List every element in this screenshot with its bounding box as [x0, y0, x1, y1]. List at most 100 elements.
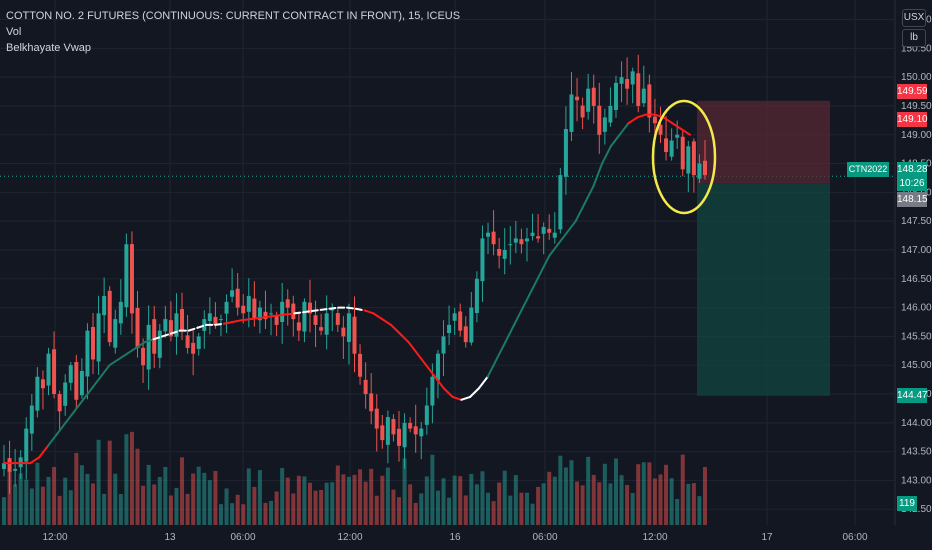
- candle-body: [191, 342, 196, 354]
- candle-body: [129, 244, 134, 314]
- volume-bar: [174, 487, 179, 525]
- candle-body: [185, 335, 190, 348]
- volume-bar: [563, 467, 568, 525]
- candle-body: [530, 232, 535, 236]
- vwap-segment: [398, 332, 410, 344]
- candle-body: [341, 327, 346, 337]
- candle-body: [652, 116, 657, 124]
- volume-bar: [463, 495, 468, 525]
- volume-bar: [547, 471, 552, 525]
- vwap-segment: [258, 315, 269, 319]
- vwap-segment: [90, 375, 102, 390]
- volume-bar: [513, 475, 518, 525]
- vwap-segment: [609, 133, 621, 148]
- volume-bar: [630, 492, 635, 525]
- volume-bar: [218, 504, 223, 525]
- candle-body: [124, 244, 129, 308]
- candle-body: [363, 379, 368, 395]
- candle-body: [563, 128, 568, 177]
- volume-bar: [636, 464, 641, 525]
- volume-bar: [524, 492, 529, 525]
- volume-bar: [269, 500, 274, 525]
- vwap-segment: [407, 341, 419, 355]
- candle-body: [374, 408, 379, 429]
- candle-body: [497, 248, 502, 256]
- candle-body: [513, 238, 518, 243]
- y-tick-label: 145.50: [901, 331, 932, 342]
- candle-body: [430, 376, 435, 406]
- candle-body: [146, 324, 151, 370]
- vwap-segment: [346, 306, 357, 310]
- candle-body: [85, 330, 90, 377]
- volume-bar: [691, 483, 696, 525]
- volume-bar: [291, 493, 296, 525]
- candle-body: [486, 232, 491, 237]
- candle-body: [358, 353, 363, 377]
- candle-body: [552, 232, 557, 238]
- vwap-segment: [504, 323, 516, 344]
- candle-body: [419, 428, 424, 437]
- volume-bar: [319, 489, 324, 525]
- candle-body: [180, 308, 185, 331]
- candle-body: [625, 79, 630, 89]
- unit-button[interactable]: lb: [902, 29, 926, 47]
- candle-body: [541, 226, 546, 234]
- currency-button[interactable]: USX: [902, 9, 926, 27]
- candle-body: [647, 84, 652, 118]
- volume-bar: [146, 464, 151, 525]
- y-tick-label: 149.00: [901, 130, 932, 141]
- candle-body: [703, 160, 707, 176]
- candle-body: [302, 301, 307, 332]
- volume-bar: [152, 484, 157, 525]
- volume-bar: [647, 462, 652, 525]
- vwap-segment: [64, 410, 76, 424]
- volume-bar: [180, 457, 185, 525]
- candle-body: [118, 301, 123, 324]
- volume-bar: [296, 475, 301, 525]
- volume-bar: [602, 463, 607, 525]
- vwap-segment: [433, 375, 445, 390]
- candle-body: [502, 249, 507, 259]
- last-price-tag: 148.28: [897, 162, 928, 177]
- vwap-segment: [425, 364, 436, 378]
- candle-body: [113, 319, 118, 348]
- candle-body: [91, 327, 96, 360]
- volume-bar: [302, 476, 307, 525]
- vwap-segment: [143, 338, 155, 344]
- candle-body: [174, 313, 179, 337]
- vwap-segment: [530, 272, 542, 292]
- volume-bar: [608, 483, 613, 525]
- vwap-segment: [249, 316, 261, 321]
- volume-bar: [491, 501, 496, 525]
- volume-bar: [191, 473, 196, 525]
- x-tick-label: 16: [449, 532, 461, 543]
- volume-bar: [252, 486, 257, 525]
- volume-bar: [580, 485, 585, 525]
- volume-bar: [163, 466, 168, 525]
- candle-body: [641, 88, 646, 104]
- volume-bar: [52, 467, 57, 525]
- y-tick-label: 144.00: [901, 418, 932, 429]
- vwap-segment: [565, 220, 577, 234]
- vwap-segment: [477, 375, 489, 390]
- volume-bar: [469, 473, 474, 525]
- volume-bar: [641, 462, 646, 525]
- vwap-segment: [680, 127, 691, 136]
- volume-bar: [113, 473, 118, 525]
- candle-body: [291, 303, 296, 320]
- volume-bar: [408, 484, 413, 525]
- volume-bar: [24, 479, 29, 525]
- volume-bar: [591, 474, 596, 525]
- volume-bar: [207, 480, 212, 525]
- volume-bar: [107, 440, 112, 525]
- volume-bar: [413, 502, 418, 525]
- volume-bar: [2, 497, 6, 525]
- volume-bar: [246, 468, 251, 525]
- candle-body: [352, 316, 357, 354]
- x-tick-label: 06:00: [842, 532, 867, 543]
- highlight-circle: [651, 99, 717, 215]
- candle-body: [675, 134, 680, 138]
- x-tick-label: 12:00: [642, 532, 667, 543]
